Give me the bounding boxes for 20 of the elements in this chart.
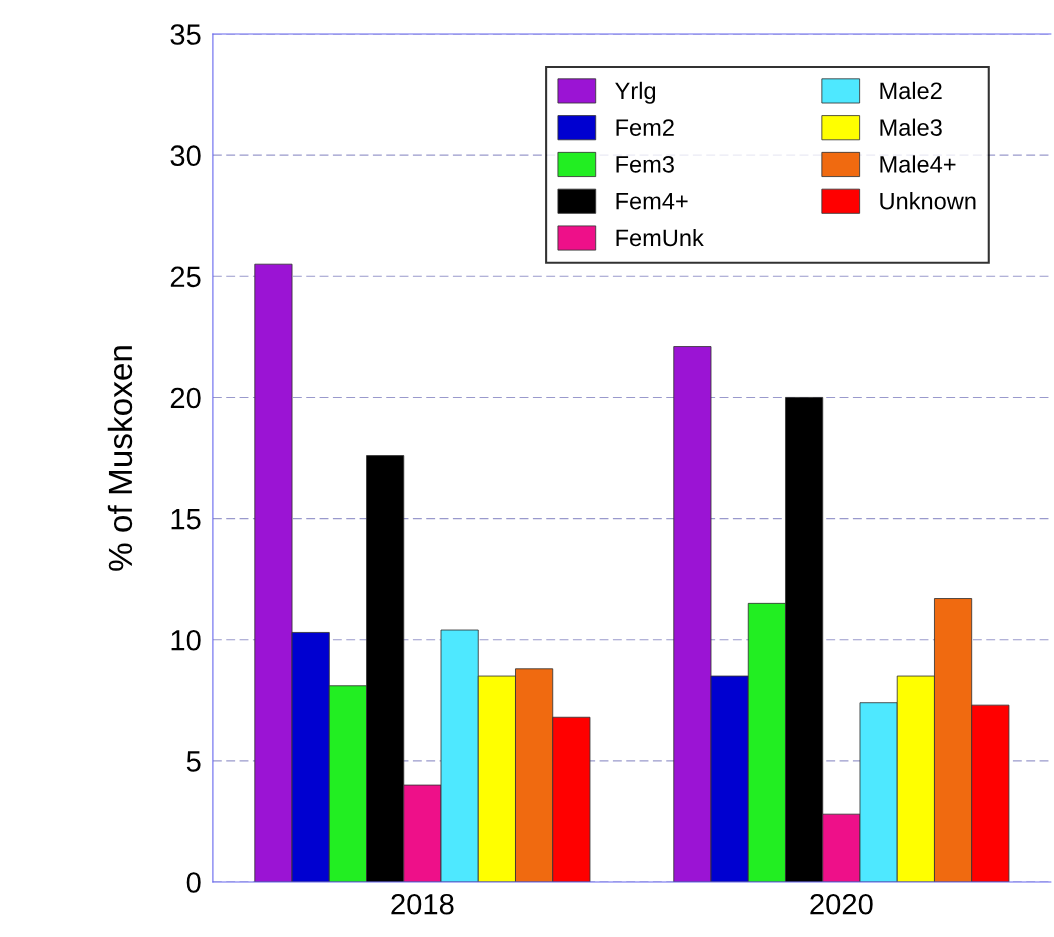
y-tick-label: 35 bbox=[170, 24, 201, 45]
legend-label: Unknown bbox=[880, 192, 976, 210]
legend-label: Fem4+ bbox=[616, 192, 688, 210]
legend-label: Yrlg bbox=[615, 81, 656, 104]
legend-label: FemUnk bbox=[616, 228, 704, 247]
y-axis-title: % of Muskoxen bbox=[107, 346, 133, 571]
y-tick-label: 5 bbox=[186, 751, 201, 772]
y-tick-label: 10 bbox=[171, 629, 201, 651]
y-tick-label: 20 bbox=[170, 387, 201, 409]
y-tick-label: 30 bbox=[170, 145, 201, 167]
y-tick-label: 15 bbox=[171, 509, 201, 530]
legend-label: Male4+ bbox=[880, 155, 956, 173]
legend-label: Fem2 bbox=[616, 119, 674, 136]
legend-label: Fem3 bbox=[616, 155, 674, 173]
y-tick-label: 0 bbox=[186, 872, 201, 893]
x-tick-label: 2020 bbox=[810, 893, 873, 915]
x-tick-label: 2018 bbox=[391, 893, 454, 915]
legend-label: Male3 bbox=[880, 118, 942, 136]
y-tick-label: 25 bbox=[170, 266, 201, 288]
legend-label: Male2 bbox=[880, 81, 942, 100]
